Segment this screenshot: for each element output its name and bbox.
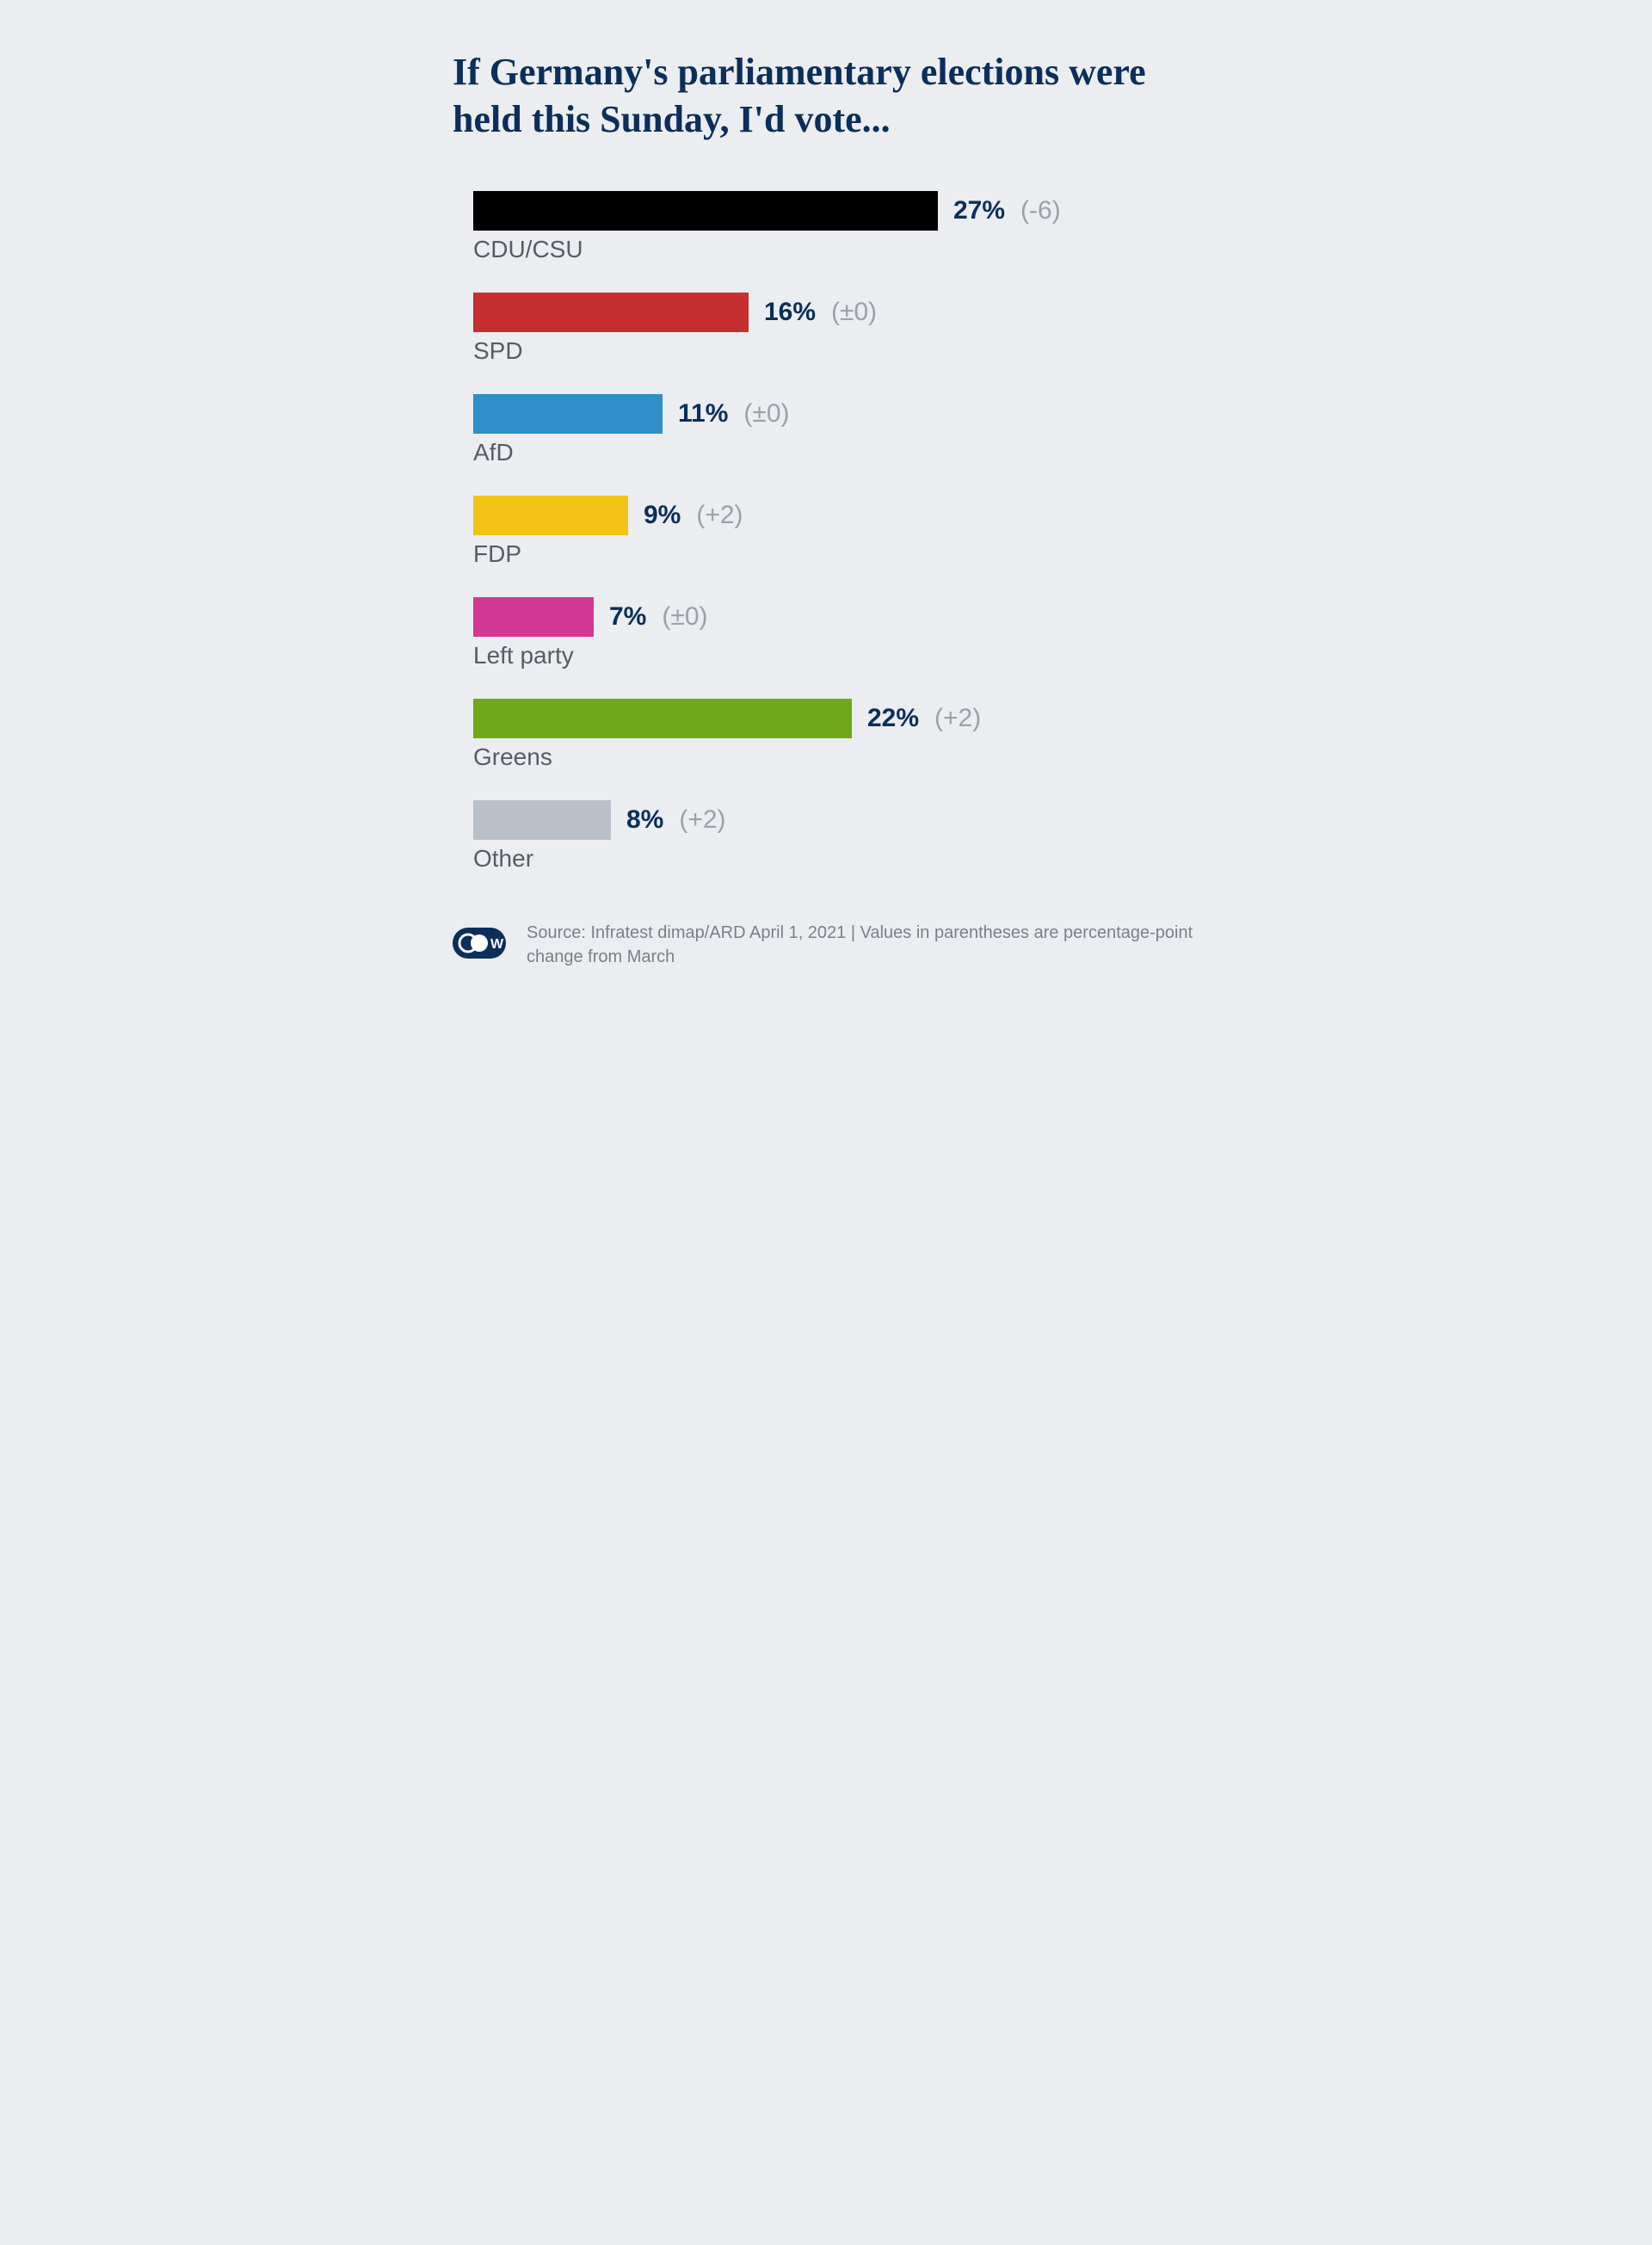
bar-label: Left party (473, 642, 1199, 669)
bar-value: 11% (678, 399, 728, 429)
bar-delta: (+2) (934, 704, 981, 733)
bar-chart: 27% (-6) CDU/CSU 16% (±0) SPD 11% (±0) AfD 9% (+2)… (453, 191, 1199, 873)
bar-value: 8% (626, 805, 663, 835)
bar (473, 800, 611, 840)
bar-label: FDP (473, 540, 1199, 568)
bar-row: 27% (-6) CDU/CSU (473, 191, 1199, 263)
bar-label: Greens (473, 743, 1199, 771)
bar-row: 8% (+2) Other (473, 800, 1199, 873)
bar-line: 7% (±0) (473, 597, 1199, 637)
chart-source: Source: Infratest dimap/ARD April 1, 202… (527, 921, 1199, 969)
bar (473, 496, 628, 535)
bar-value: 7% (609, 602, 646, 632)
bar-label: SPD (473, 337, 1199, 365)
bar-delta: (-6) (1020, 196, 1061, 225)
bar-line: 9% (+2) (473, 496, 1199, 535)
bar-delta: (±0) (743, 399, 789, 429)
bar-row: 11% (±0) AfD (473, 394, 1199, 466)
bar-label: Other (473, 845, 1199, 873)
bar-row: 7% (±0) Left party (473, 597, 1199, 669)
bar-line: 8% (+2) (473, 800, 1199, 840)
bar-delta: (+2) (679, 805, 725, 835)
bar (473, 293, 749, 332)
bar-delta: (±0) (662, 602, 707, 632)
bar-label: CDU/CSU (473, 236, 1199, 263)
bar-label: AfD (473, 439, 1199, 466)
chart-title: If Germany's parliamentary elections wer… (453, 48, 1199, 143)
bar (473, 597, 594, 637)
bar-row: 9% (+2) FDP (473, 496, 1199, 568)
svg-text:W: W (490, 937, 504, 952)
bar-row: 22% (+2) Greens (473, 699, 1199, 771)
bar-delta: (+2) (696, 501, 743, 530)
bar-line: 16% (±0) (473, 293, 1199, 332)
bar (473, 394, 663, 434)
bar-line: 22% (+2) (473, 699, 1199, 738)
bar-line: 11% (±0) (473, 394, 1199, 434)
bar (473, 699, 852, 738)
bar-value: 27% (953, 196, 1005, 225)
bar-line: 27% (-6) (473, 191, 1199, 231)
bar-row: 16% (±0) SPD (473, 293, 1199, 365)
bar-value: 22% (867, 704, 919, 733)
dw-logo: W (453, 928, 506, 963)
bar (473, 191, 938, 231)
bar-delta: (±0) (831, 298, 877, 327)
bar-value: 9% (644, 501, 681, 530)
bar-value: 16% (764, 298, 816, 327)
chart-footer: W Source: Infratest dimap/ARD April 1, 2… (453, 921, 1199, 969)
poll-card: If Germany's parliamentary elections wer… (404, 0, 1248, 1003)
